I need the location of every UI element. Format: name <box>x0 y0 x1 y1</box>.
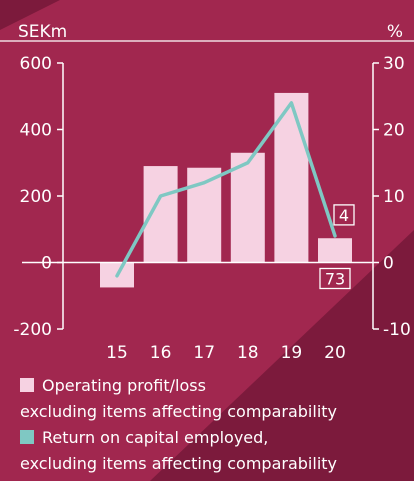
legend: Operating profit/loss excluding items af… <box>20 373 414 477</box>
x-tick-label: 15 <box>106 343 128 363</box>
legend-swatch-bar <box>20 378 34 392</box>
x-tick-label: 17 <box>193 343 215 363</box>
right-tick-label: 30 <box>383 54 405 74</box>
right-tick-label: -10 <box>383 320 411 340</box>
right-tick-label: 20 <box>383 121 405 141</box>
data-label-box <box>333 204 355 226</box>
combo-chart: SEKm % 600 400 200 0 -200 30 20 10 0 -10 15 16 17 18 19 2… <box>0 22 414 363</box>
legend-label-operating-profit-line2: excluding items affecting comparability <box>20 402 338 421</box>
return-on-capital-line <box>115 101 337 278</box>
left-tick-label: 400 <box>20 121 52 141</box>
legend-label-return-on-capital-line2: excluding items affecting comparability <box>20 454 338 473</box>
left-tick-label: 200 <box>20 187 52 207</box>
bar <box>318 238 352 263</box>
left-tick-label: 0 <box>41 254 52 274</box>
data-label-box <box>319 267 351 290</box>
legend-item-operating-profit: Operating profit/loss <box>20 373 414 399</box>
legend-label-operating-profit-line1: Operating profit/loss <box>42 376 206 395</box>
background-dark-band <box>150 230 414 481</box>
left-axis-unit: SEKm <box>18 22 67 42</box>
data-label: 73 <box>325 270 345 289</box>
left-tick-label: 600 <box>20 54 52 74</box>
x-tick-label: 19 <box>281 343 303 363</box>
right-axis-unit: % <box>387 22 403 42</box>
legend-label-return-on-capital-line1: Return on capital employed, <box>42 428 269 447</box>
background-dark-corner <box>0 0 60 30</box>
x-tick-label: 16 <box>150 343 172 363</box>
left-tick-label: -200 <box>13 320 52 340</box>
legend-item-return-on-capital: Return on capital employed, <box>20 425 414 451</box>
bar <box>230 152 265 263</box>
legend-swatch-line <box>20 430 34 444</box>
x-tick-label: 20 <box>324 343 346 363</box>
data-label: 4 <box>339 206 349 225</box>
right-tick-label: 0 <box>383 254 394 274</box>
right-tick-label: 10 <box>383 187 405 207</box>
x-tick-label: 18 <box>237 343 259 363</box>
